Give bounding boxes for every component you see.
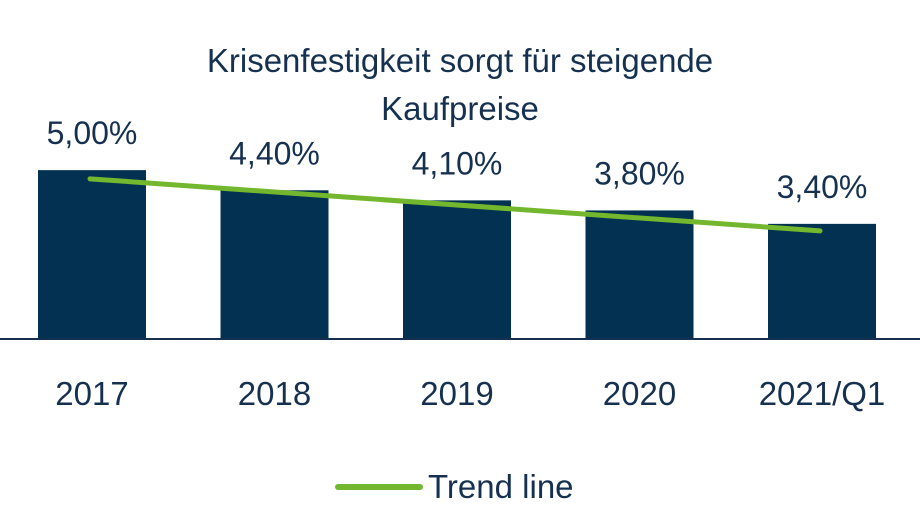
bar-2021-q1 — [768, 223, 876, 338]
chart-title-line-1: Krisenfestigkeit sorgt für steigende — [207, 42, 713, 79]
legend: Trend line — [335, 468, 574, 505]
category-label: 2018 — [238, 375, 311, 412]
category-label: 2021/Q1 — [759, 375, 886, 412]
data-label: 3,40% — [777, 169, 868, 205]
labels-layer: 5,00% 2017 4,40% 2018 4,10% 2019 3,80% 2020 3,40… — [47, 115, 886, 412]
data-label: 4,40% — [229, 135, 320, 171]
data-label: 3,80% — [594, 155, 685, 191]
category-label: 2019 — [420, 375, 493, 412]
bar-2017 — [38, 170, 146, 338]
chart-title-line-2: Kaufpreise — [381, 90, 539, 127]
trend-line — [87, 176, 823, 234]
bar-2020 — [585, 210, 694, 338]
bars-layer — [38, 170, 876, 338]
data-label: 4,10% — [412, 145, 503, 181]
bar-2019 — [403, 200, 511, 338]
legend-trend-label: Trend line — [428, 468, 574, 505]
data-label: 5,00% — [47, 115, 138, 151]
category-label: 2020 — [603, 375, 676, 412]
category-label: 2017 — [55, 375, 128, 412]
bar-2018 — [220, 190, 329, 338]
